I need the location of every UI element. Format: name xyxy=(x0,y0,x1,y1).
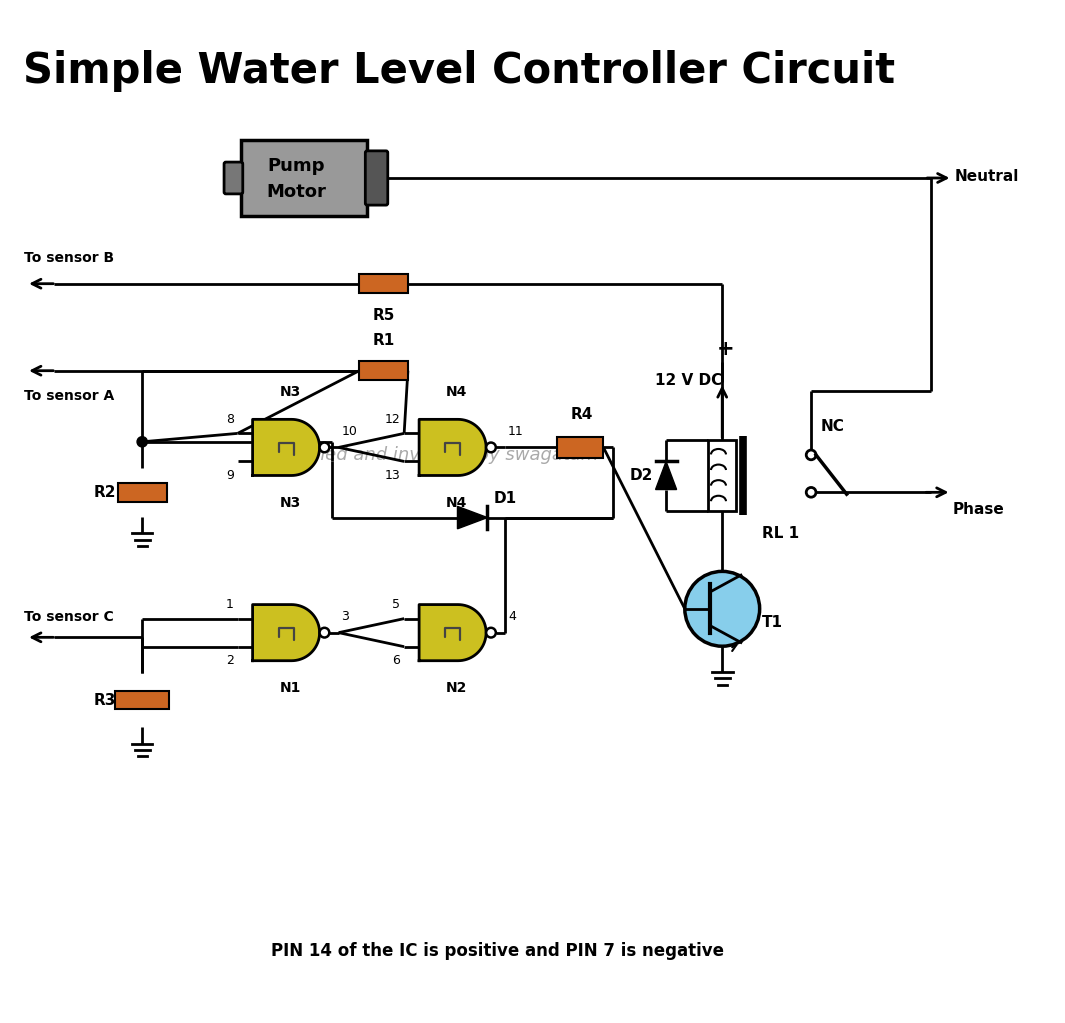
Text: T1: T1 xyxy=(761,615,783,630)
Text: D1: D1 xyxy=(493,491,517,506)
Text: R4: R4 xyxy=(571,407,593,422)
Text: To sensor A: To sensor A xyxy=(24,390,115,403)
Text: To sensor C: To sensor C xyxy=(24,611,114,624)
Circle shape xyxy=(137,437,147,447)
Text: 12 V DC: 12 V DC xyxy=(655,373,722,388)
Text: R5: R5 xyxy=(373,308,395,323)
Text: Designed and invented by swagatam: Designed and invented by swagatam xyxy=(263,446,599,463)
Text: 8: 8 xyxy=(226,413,234,426)
Text: N3: N3 xyxy=(279,496,300,510)
Circle shape xyxy=(320,443,329,452)
Text: RL 1: RL 1 xyxy=(761,526,799,541)
FancyBboxPatch shape xyxy=(118,483,166,501)
Text: R3: R3 xyxy=(94,693,116,708)
Text: R2: R2 xyxy=(94,485,116,500)
Text: +: + xyxy=(717,339,735,359)
Polygon shape xyxy=(252,419,320,476)
Polygon shape xyxy=(420,419,486,476)
Text: D2: D2 xyxy=(629,468,653,483)
Text: 1: 1 xyxy=(226,598,234,611)
Text: Motor: Motor xyxy=(266,183,327,201)
Polygon shape xyxy=(420,605,486,661)
Text: N1: N1 xyxy=(279,681,300,696)
Text: N4: N4 xyxy=(446,496,468,510)
FancyBboxPatch shape xyxy=(359,274,408,293)
FancyBboxPatch shape xyxy=(241,139,367,216)
Text: N2: N2 xyxy=(446,681,468,696)
Text: Neutral: Neutral xyxy=(954,169,1018,183)
Circle shape xyxy=(486,443,496,452)
Text: 13: 13 xyxy=(384,469,400,482)
FancyBboxPatch shape xyxy=(359,361,408,381)
Text: N4: N4 xyxy=(446,385,468,399)
FancyBboxPatch shape xyxy=(365,150,388,206)
Text: 6: 6 xyxy=(393,654,400,667)
Circle shape xyxy=(685,572,759,647)
Text: 9: 9 xyxy=(226,469,234,482)
Text: Phase: Phase xyxy=(952,501,1004,517)
FancyBboxPatch shape xyxy=(115,691,169,709)
FancyBboxPatch shape xyxy=(708,440,736,510)
Circle shape xyxy=(806,450,816,459)
Polygon shape xyxy=(252,605,320,661)
Text: 11: 11 xyxy=(508,426,524,438)
Circle shape xyxy=(320,628,329,637)
Polygon shape xyxy=(458,506,488,529)
Text: R1: R1 xyxy=(373,333,395,348)
Text: 10: 10 xyxy=(342,426,358,438)
Text: 12: 12 xyxy=(384,413,400,426)
Text: 5: 5 xyxy=(392,598,400,611)
Polygon shape xyxy=(656,461,676,490)
Text: PIN 14 of the IC is positive and PIN 7 is negative: PIN 14 of the IC is positive and PIN 7 i… xyxy=(272,942,724,960)
Text: N3: N3 xyxy=(279,385,300,399)
Text: To sensor B: To sensor B xyxy=(24,251,114,265)
Text: Pump: Pump xyxy=(267,157,325,175)
Circle shape xyxy=(486,628,496,637)
Text: NC: NC xyxy=(820,419,845,435)
Text: 4: 4 xyxy=(508,611,515,623)
FancyBboxPatch shape xyxy=(557,437,604,457)
Circle shape xyxy=(806,487,816,497)
Text: 3: 3 xyxy=(342,611,349,623)
Text: Simple Water Level Controller Circuit: Simple Water Level Controller Circuit xyxy=(23,50,896,92)
Text: 2: 2 xyxy=(226,654,234,667)
FancyBboxPatch shape xyxy=(224,162,243,194)
